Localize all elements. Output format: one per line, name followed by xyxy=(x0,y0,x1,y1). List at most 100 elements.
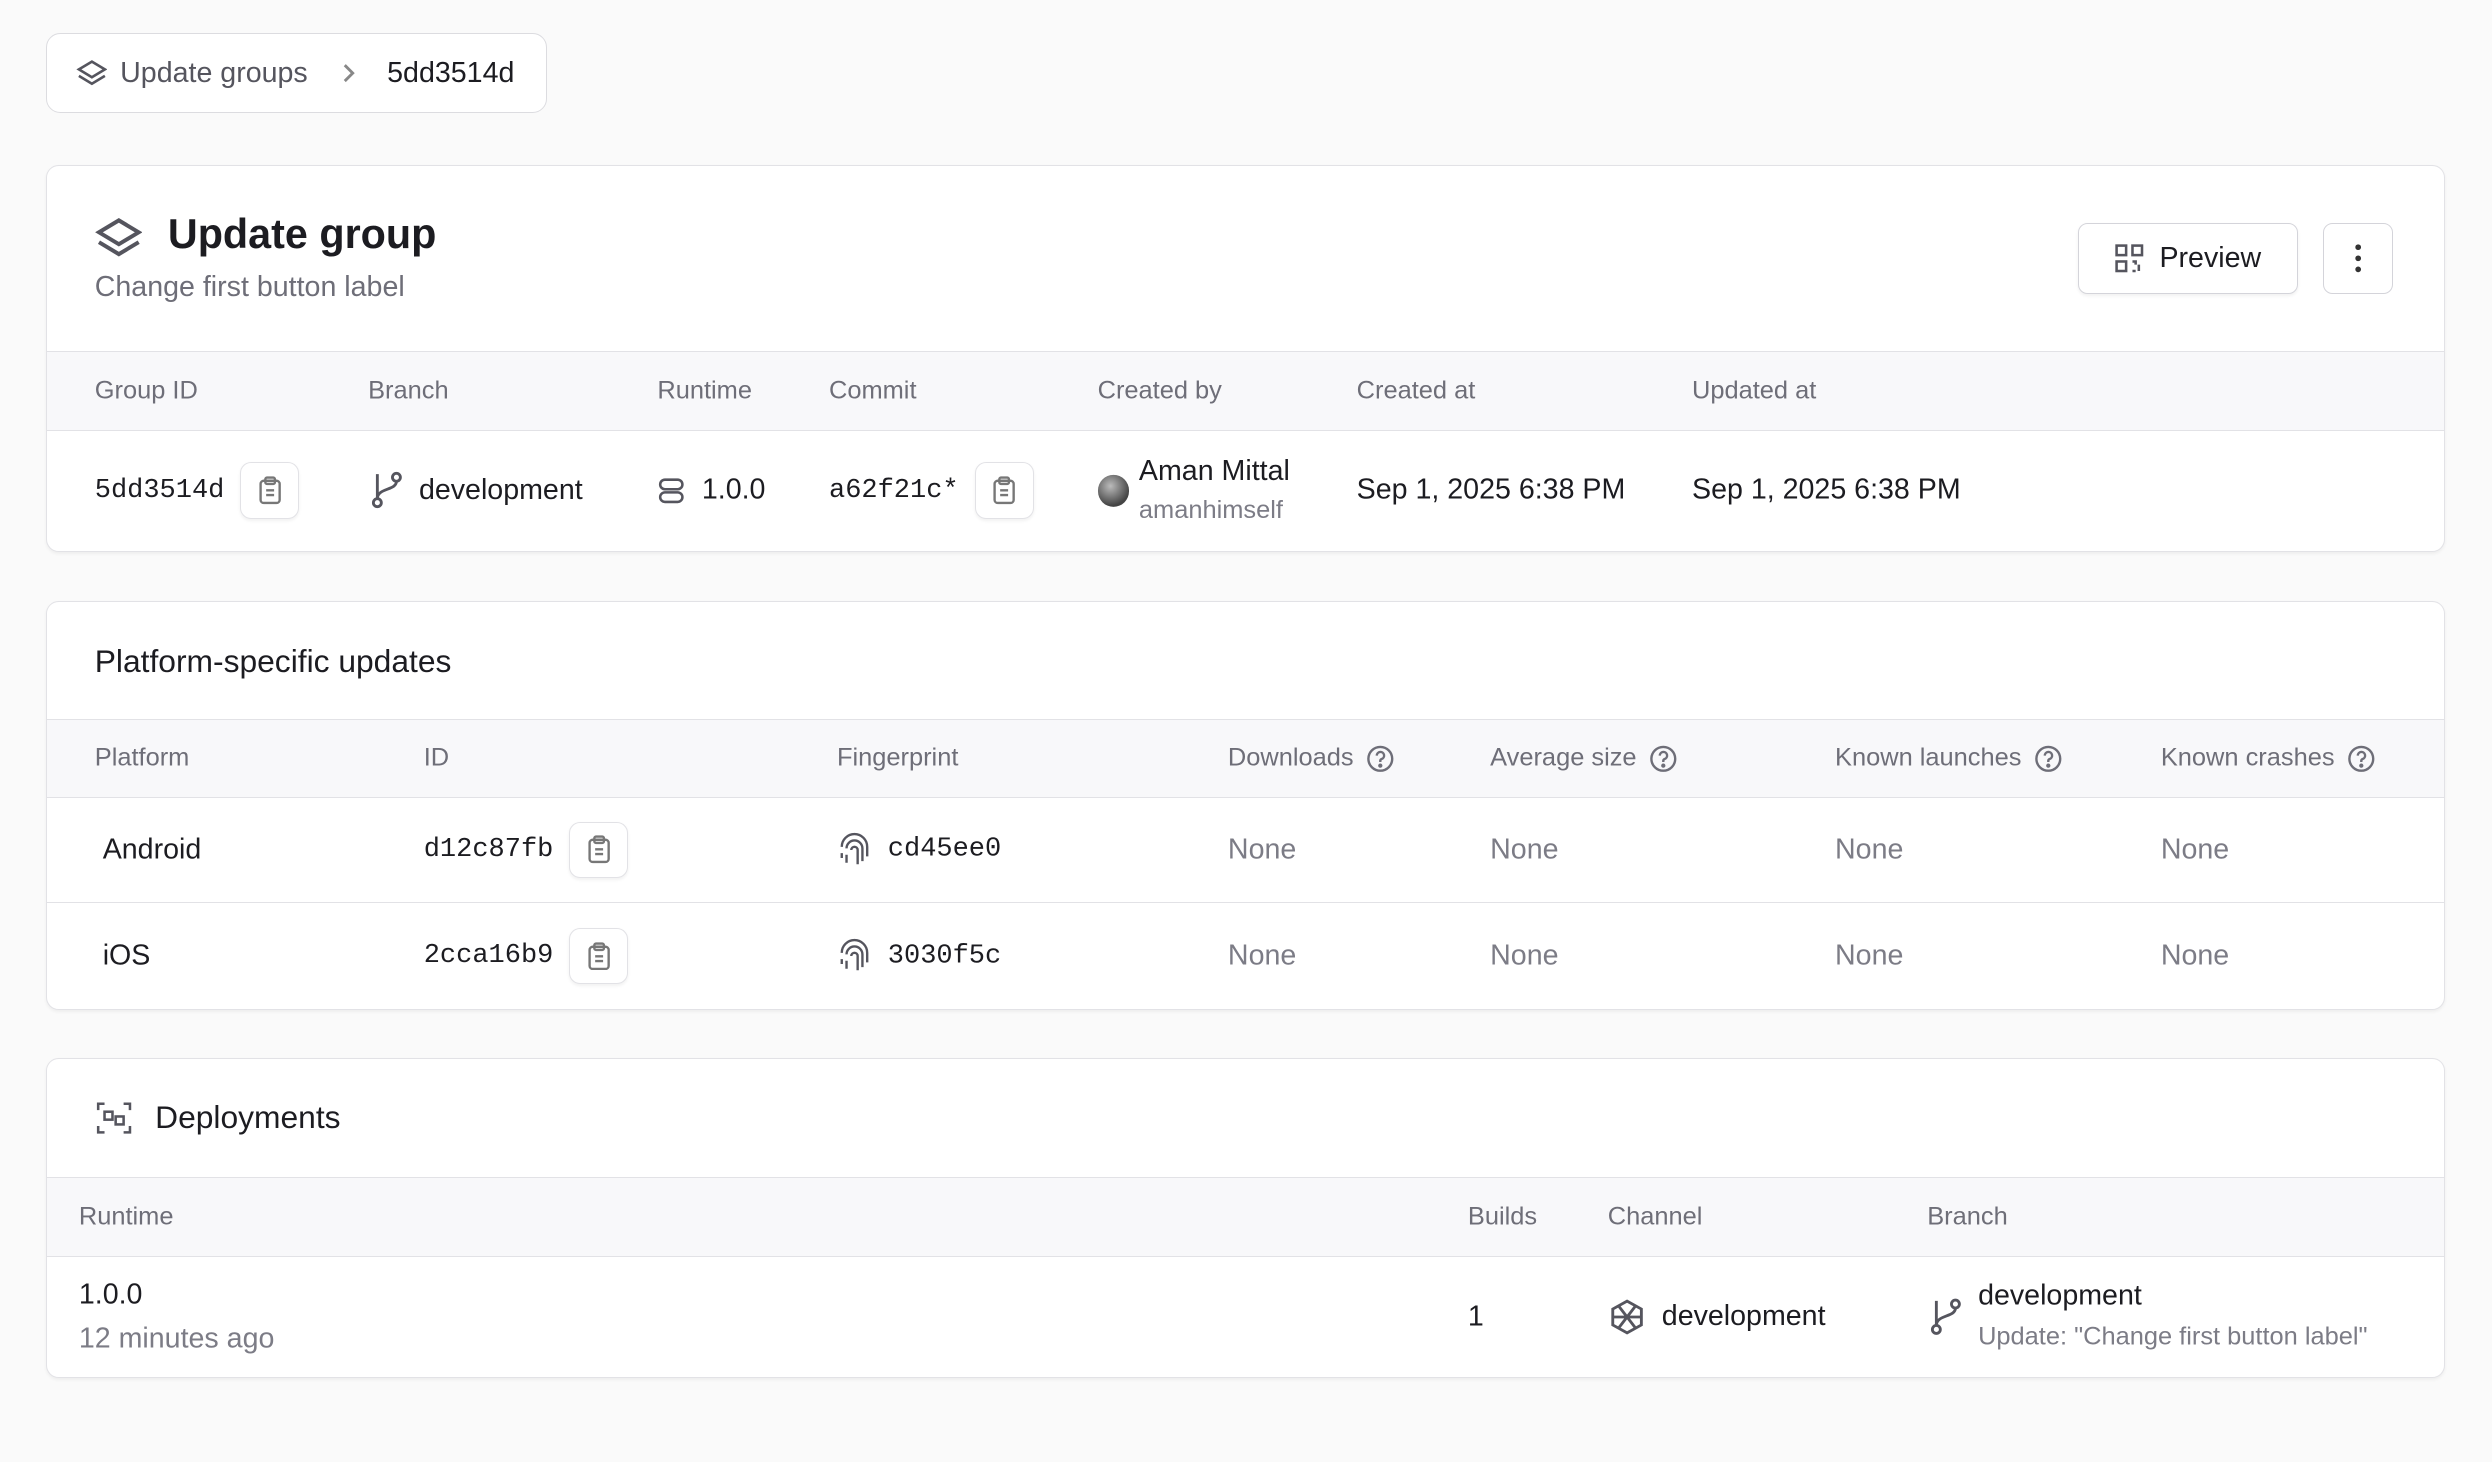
update-id-link[interactable]: 2cca16b9 xyxy=(423,941,554,972)
preview-label: Preview xyxy=(2159,242,2262,275)
column-builds: Builds xyxy=(1467,1202,1538,1231)
layers-icon xyxy=(76,59,108,88)
platform-name: Android xyxy=(102,833,202,866)
chevron-right-icon xyxy=(340,62,356,84)
column-branch: Branch xyxy=(1927,1202,2008,1231)
fingerprint-link[interactable]: cd45ee0 xyxy=(887,834,1002,865)
platform-name: iOS xyxy=(102,939,151,972)
commit-hash: a62f21c* xyxy=(829,475,959,506)
help-icon[interactable] xyxy=(1649,744,1678,773)
clipboard-icon xyxy=(993,476,1015,505)
builds-count: 1 xyxy=(1467,1300,1484,1333)
channel-link[interactable]: development xyxy=(1661,1300,1826,1333)
runtime-cell: 1.0.0 12 minutes ago xyxy=(79,1276,275,1359)
fingerprint-link[interactable]: 3030f5c xyxy=(887,941,1002,972)
page-title: Update group xyxy=(167,210,437,257)
column-commit: Commit xyxy=(829,376,917,405)
column-created-at: Created at xyxy=(1356,376,1476,405)
creator-username: amanhimself xyxy=(1138,495,1283,524)
average-size-value: None xyxy=(1490,939,1559,972)
update-group-card: Update group Change first button label P… xyxy=(46,165,2445,552)
average-size-value: None xyxy=(1490,833,1559,866)
clipboard-icon xyxy=(259,476,281,505)
updated-at: Sep 1, 2025 6:38 PM xyxy=(1692,473,1961,506)
creator-name: Aman Mittal xyxy=(1138,455,1290,488)
fingerprint-icon xyxy=(837,939,872,974)
more-options-button[interactable] xyxy=(2322,223,2394,294)
git-branch-icon xyxy=(1930,1298,1962,1336)
column-known-crashes: Known crashes xyxy=(2161,744,2376,773)
column-branch: Branch xyxy=(368,376,449,405)
section-title: Deployments xyxy=(155,1099,341,1136)
page-subtitle: Change first button label xyxy=(94,271,405,304)
preview-button[interactable]: Preview xyxy=(2078,223,2298,294)
copy-update-id-button[interactable] xyxy=(569,928,629,985)
column-group-id: Group ID xyxy=(94,376,198,405)
column-label: Known crashes xyxy=(2160,743,2335,772)
branch-link[interactable]: development xyxy=(418,473,583,506)
avatar xyxy=(1097,474,1130,507)
runtime-value: 1.0.0 xyxy=(701,473,766,506)
breadcrumb-update-groups-link[interactable]: Update groups xyxy=(120,56,308,89)
group-id: 5dd3514d xyxy=(94,475,225,506)
column-updated-at: Updated at xyxy=(1692,376,1817,405)
column-known-launches: Known launches xyxy=(1835,744,2063,773)
column-label: Average size xyxy=(1490,743,1637,772)
branch-link[interactable]: development xyxy=(1978,1279,2142,1312)
platform-updates-card: Platform-specific updates Platform ID Fi… xyxy=(46,600,2445,1010)
clipboard-icon xyxy=(588,835,610,864)
column-platform: Platform xyxy=(94,743,190,772)
deployments-table-header: Runtime Builds Channel Branch xyxy=(47,1177,2444,1257)
group-table-header: Group ID Branch Runtime Commit Created b… xyxy=(47,350,2444,431)
column-runtime: Runtime xyxy=(657,376,752,405)
fingerprint-cell: cd45ee0 xyxy=(837,832,1001,867)
column-label: Known launches xyxy=(1835,743,2022,772)
copy-update-id-button[interactable] xyxy=(569,821,629,878)
downloads-value: None xyxy=(1227,833,1297,866)
help-icon[interactable] xyxy=(2347,744,2376,773)
copy-group-id-button[interactable] xyxy=(240,462,300,519)
column-runtime: Runtime xyxy=(78,1202,174,1231)
update-id-link[interactable]: d12c87fb xyxy=(423,834,554,865)
column-label: Downloads xyxy=(1227,743,1354,772)
time-ago: 12 minutes ago xyxy=(78,1323,275,1356)
column-channel: Channel xyxy=(1607,1202,1703,1231)
server-icon xyxy=(657,476,686,505)
commit-cell: a62f21c* xyxy=(829,462,1034,519)
column-created-by: Created by xyxy=(1097,376,1222,405)
known-crashes-value: None xyxy=(2160,833,2230,866)
created-by-cell: Aman Mittal amanhimself xyxy=(1097,452,1290,528)
table-row: 5dd3514d development 1.0.0 a62f21c* Aman… xyxy=(47,430,2444,551)
column-fingerprint: Fingerprint xyxy=(836,743,959,772)
fingerprint-cell: 3030f5c xyxy=(837,939,1001,974)
copy-commit-button[interactable] xyxy=(974,462,1034,519)
known-crashes-value: None xyxy=(2160,939,2230,972)
branch-cell: development xyxy=(371,471,583,509)
git-branch-icon xyxy=(371,471,403,509)
branch-update-message: Update: "Change first button label" xyxy=(1978,1322,2368,1351)
table-row: Android d12c87fb cd45ee0 None None None … xyxy=(47,797,2444,904)
deployments-card: Deployments Runtime Builds Channel Branc… xyxy=(46,1058,2445,1379)
platform-table-header: Platform ID Fingerprint Downloads Averag… xyxy=(47,719,2444,798)
qr-code-icon xyxy=(2115,244,2144,273)
layers-icon xyxy=(94,216,143,261)
table-row: iOS 2cca16b9 3030f5c None None None None xyxy=(47,904,2444,1009)
section-title: Platform-specific updates xyxy=(94,643,452,680)
channel-cell: development xyxy=(1608,1298,1826,1336)
runtime-cell: 1.0.0 xyxy=(657,474,765,507)
downloads-value: None xyxy=(1227,939,1297,972)
column-downloads: Downloads xyxy=(1228,744,1395,773)
deployment-row[interactable]: 1.0.0 12 minutes ago 1 development devel… xyxy=(47,1257,2444,1378)
more-vertical-icon xyxy=(2355,244,2361,273)
channel-icon xyxy=(1608,1298,1646,1336)
help-icon[interactable] xyxy=(2034,744,2063,773)
created-at: Sep 1, 2025 6:38 PM xyxy=(1356,473,1626,506)
update-id-cell: d12c87fb xyxy=(423,821,629,878)
runtime-value: 1.0.0 xyxy=(78,1278,143,1311)
branch-cell: development Update: "Change first button… xyxy=(1930,1276,2368,1359)
breadcrumb: Update groups 5dd3514d xyxy=(46,33,547,113)
clipboard-icon xyxy=(588,942,610,971)
help-icon[interactable] xyxy=(1366,744,1395,773)
update-id-cell: 2cca16b9 xyxy=(423,928,629,985)
group-id-cell: 5dd3514d xyxy=(94,462,300,519)
